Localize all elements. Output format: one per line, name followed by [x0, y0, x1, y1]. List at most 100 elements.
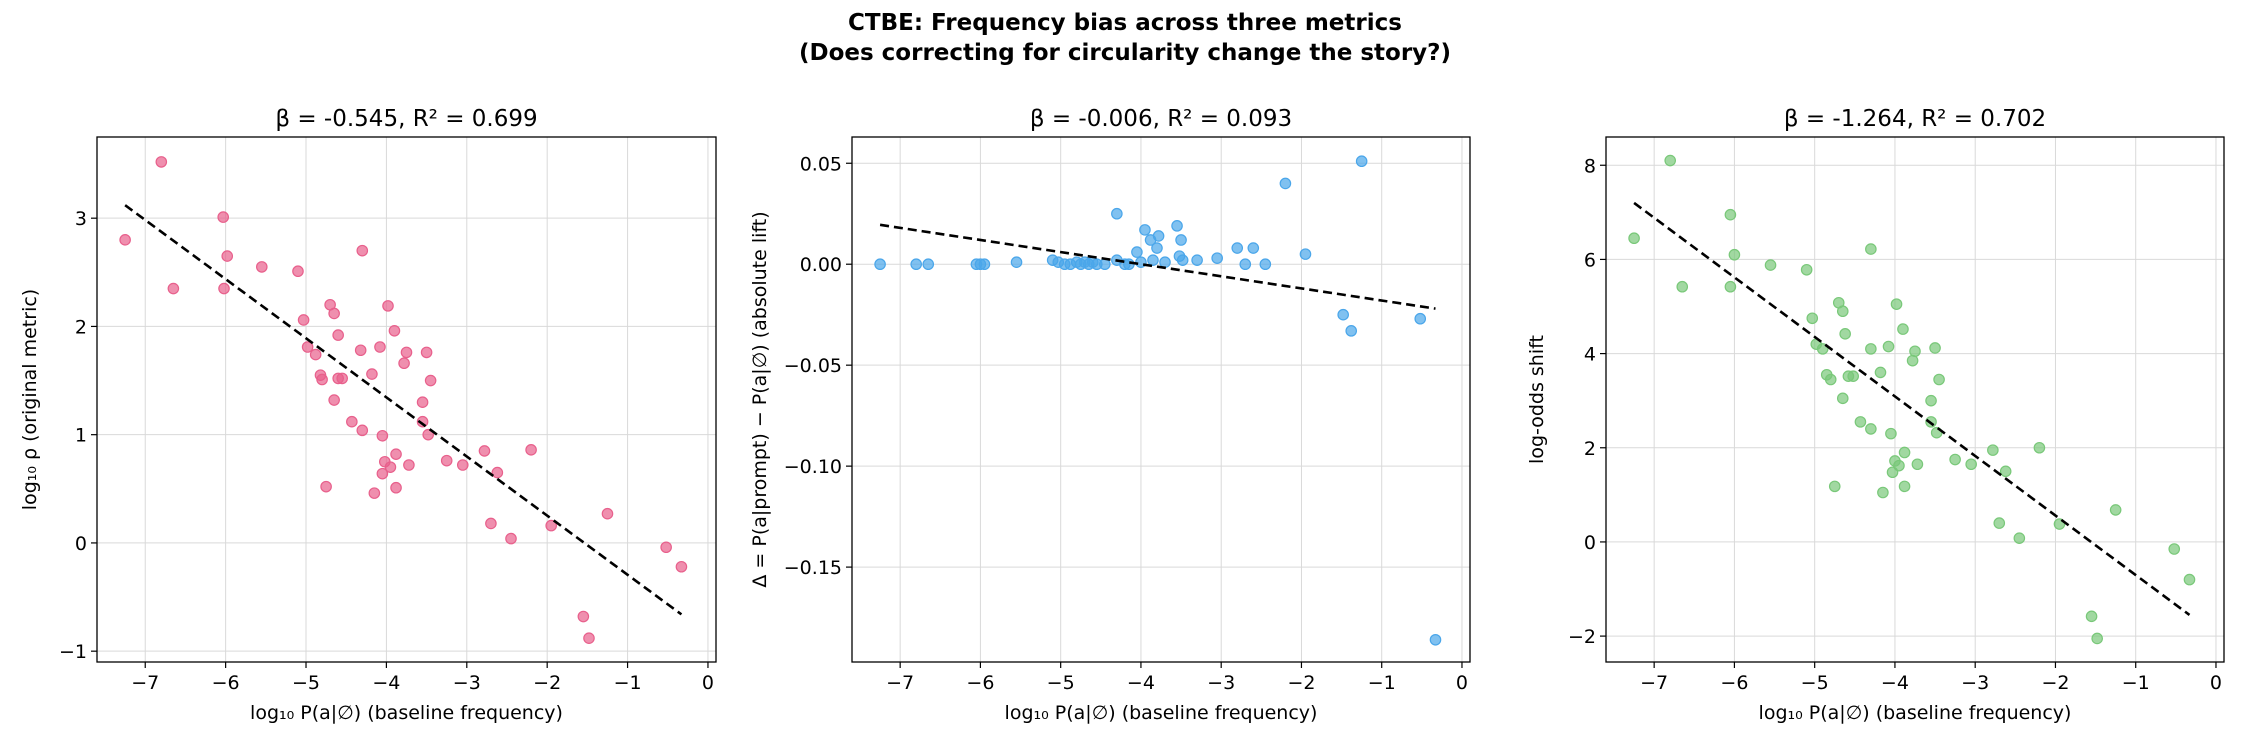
- data-point: [320, 480, 332, 493]
- y-tick-label: −1: [59, 641, 87, 663]
- data-point: [1824, 373, 1837, 386]
- panel-title: β = -0.545, R² = 0.699: [275, 106, 537, 132]
- y-axis-label: Δ = P(a|prompt) − P(a|∅) (absolute lift): [749, 211, 771, 587]
- data-point: [1933, 373, 1945, 386]
- data-point: [1854, 416, 1867, 428]
- x-tick-label: −2: [2041, 672, 2069, 694]
- data-point: [1865, 423, 1877, 435]
- data-point: [388, 324, 401, 337]
- data-point: [376, 429, 389, 442]
- data-point: [1898, 480, 1911, 493]
- data-point: [1987, 444, 1999, 456]
- data-point: [424, 374, 437, 387]
- data-point: [525, 444, 537, 456]
- data-point: [1131, 246, 1143, 258]
- data-point: [440, 454, 453, 467]
- data-point: [332, 329, 344, 341]
- data-point: [366, 368, 378, 380]
- data-point: [316, 373, 328, 386]
- data-point: [218, 282, 230, 295]
- x-tick-label: −4: [372, 672, 400, 694]
- data-point: [376, 467, 389, 480]
- y-tick-label: 3: [75, 208, 87, 230]
- panel-3: −7 −6 −5 −4 −3 −2 −1 0 −2 0 2 4 6 8 β = -1.264, R² = 0…: [1526, 106, 2225, 724]
- data-point: [1893, 459, 1905, 472]
- data-point: [1911, 458, 1924, 471]
- data-point: [1882, 340, 1895, 353]
- panel-2: −7 −6 −5 −4 −3 −2 −1 0 0.05 0.00 −0.05 −0.10 −0.15 β …: [749, 106, 1471, 724]
- x-tick-label: −1: [2122, 672, 2150, 694]
- x-tick-label: −5: [1801, 672, 1829, 694]
- panel-1: −7 −6 −5 −4 −3 −2 −1 0 −1 0 1 2 3 β = -0.545, R² = 0.…: [19, 106, 717, 724]
- x-tick-label: −6: [966, 672, 994, 694]
- x-tick-label: 0: [702, 672, 714, 694]
- data-point: [1345, 325, 1358, 337]
- data-point: [1839, 328, 1851, 340]
- y-tick-label: −0.05: [784, 355, 842, 377]
- data-point: [1836, 305, 1849, 318]
- data-point: [1847, 370, 1859, 382]
- data-point: [1211, 252, 1223, 264]
- fit-line: [124, 204, 683, 616]
- data-point: [2033, 441, 2046, 454]
- data-point: [328, 307, 340, 320]
- x-tick-label: −1: [614, 672, 642, 694]
- data-point: [978, 258, 991, 271]
- data-point: [1664, 154, 1677, 167]
- data-point: [1414, 312, 1427, 325]
- data-point: [297, 314, 310, 326]
- data-point: [478, 445, 491, 457]
- data-point: [400, 346, 413, 359]
- data-point: [1231, 242, 1244, 254]
- plot-frame: [96, 136, 717, 663]
- data-point: [382, 300, 394, 312]
- x-tick-label: −5: [292, 672, 320, 694]
- x-axis-label: log₁₀ P(a|∅) (baseline frequency): [250, 702, 563, 724]
- x-tick-label: −7: [1640, 672, 1668, 694]
- data-point: [398, 357, 410, 370]
- x-tick-label: −3: [453, 672, 481, 694]
- y-tick-label: 1: [75, 425, 87, 447]
- data-point: [390, 448, 402, 460]
- data-point: [545, 519, 558, 532]
- data-point: [1159, 256, 1171, 268]
- x-tick-label: −7: [131, 672, 159, 694]
- data-point: [1949, 453, 1961, 466]
- data-point: [1279, 177, 1292, 190]
- data-point: [1171, 220, 1183, 232]
- data-point: [2183, 573, 2196, 586]
- data-point: [1676, 280, 1689, 293]
- data-point: [167, 282, 180, 295]
- data-point: [1724, 280, 1737, 293]
- x-tick-label: 0: [1456, 672, 1468, 694]
- data-point: [1259, 258, 1272, 271]
- data-point: [675, 560, 688, 573]
- data-point: [346, 415, 358, 428]
- data-point: [255, 261, 268, 273]
- data-point: [601, 507, 614, 520]
- data-point: [1151, 242, 1163, 254]
- data-point: [1800, 263, 1813, 276]
- data-point: [660, 541, 672, 554]
- data-point: [2168, 543, 2181, 555]
- data-point: [301, 341, 314, 353]
- data-point: [403, 459, 415, 471]
- x-tick-label: 0: [2210, 672, 2222, 694]
- y-tick-label: 0.05: [800, 153, 842, 175]
- data-point: [2091, 632, 2103, 645]
- data-point: [416, 396, 429, 409]
- figure-title: CTBE: Frequency bias across three metric…: [0, 8, 2250, 68]
- data-point: [1628, 232, 1640, 245]
- fit-line: [879, 223, 1436, 310]
- data-point: [485, 517, 497, 530]
- data-point: [910, 258, 923, 271]
- figure-title-line1: CTBE: Frequency bias across three metric…: [848, 10, 1402, 36]
- fit-line: [1633, 201, 2191, 616]
- x-tick-label: −2: [1287, 672, 1315, 694]
- x-tick-label: −6: [1720, 672, 1748, 694]
- x-tick-label: −6: [212, 672, 240, 694]
- data-point: [119, 234, 131, 246]
- y-tick-label: −0.15: [784, 557, 842, 579]
- y-tick-label: 2: [75, 316, 87, 338]
